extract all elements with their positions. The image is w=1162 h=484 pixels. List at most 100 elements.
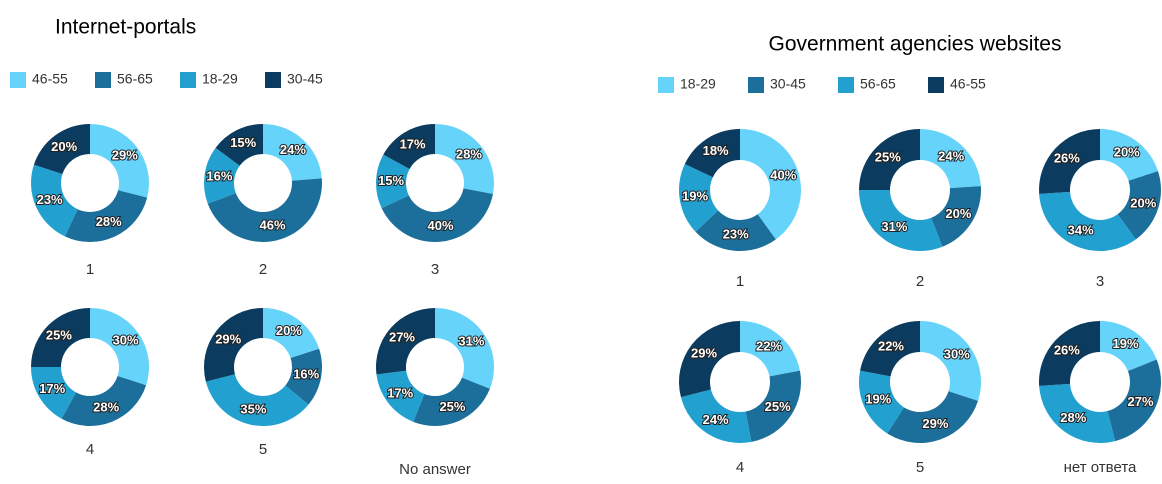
- donut-segment: [90, 124, 149, 198]
- data-label: 28%: [93, 399, 119, 414]
- data-label: 18%: [703, 143, 729, 158]
- chart-title: Government agencies websites: [769, 33, 1062, 56]
- data-label: 17%: [39, 381, 65, 396]
- legend-swatch: [95, 72, 111, 88]
- data-label: 28%: [96, 214, 122, 229]
- legend-swatch: [10, 72, 26, 88]
- data-label: 25%: [439, 399, 465, 414]
- data-label: 19%: [865, 392, 891, 407]
- donut-segment: [435, 308, 495, 389]
- data-label: 31%: [458, 334, 484, 349]
- donut-segment: [684, 129, 740, 178]
- pie-label: No answer: [399, 461, 471, 478]
- pie-label: 4: [736, 459, 744, 476]
- legend-swatch: [838, 77, 854, 93]
- data-label: 23%: [37, 192, 63, 207]
- data-label: 29%: [691, 346, 717, 361]
- donut-segment: [1039, 321, 1100, 386]
- donut-segment: [679, 164, 719, 232]
- data-label: 35%: [240, 401, 266, 416]
- donut-segment: [33, 124, 90, 175]
- data-label: 22%: [756, 338, 782, 353]
- data-label: 28%: [456, 146, 482, 161]
- donut-segment: [1039, 129, 1100, 194]
- data-label: 15%: [230, 135, 256, 150]
- legend-swatch: [658, 77, 674, 93]
- donut-segment: [207, 178, 322, 243]
- donut-segment: [931, 186, 981, 247]
- data-label: 19%: [682, 189, 708, 204]
- legend-label: 46-55: [32, 71, 68, 87]
- data-label: 28%: [1060, 410, 1086, 425]
- data-label: 24%: [280, 142, 306, 157]
- legend-label: 56-65: [117, 71, 153, 87]
- data-label: 20%: [51, 139, 77, 154]
- donut-segment: [376, 308, 435, 375]
- data-label: 29%: [215, 331, 241, 346]
- legend-swatch: [180, 72, 196, 88]
- donut-segment: [860, 321, 920, 377]
- donut-segment: [30, 367, 77, 419]
- data-label: 17%: [387, 385, 413, 400]
- donut-segment: [61, 375, 147, 426]
- donut-segment: [1039, 191, 1136, 251]
- legend-label: 18-29: [680, 76, 716, 92]
- data-label: 29%: [922, 416, 948, 431]
- donut-segment: [859, 370, 904, 434]
- donut-segment: [64, 190, 148, 242]
- pie-label: 1: [86, 261, 94, 278]
- data-label: 15%: [378, 173, 404, 188]
- data-label: 20%: [945, 206, 971, 221]
- donut-segment: [31, 308, 90, 367]
- donut-segment: [679, 321, 740, 398]
- donut-segment: [413, 377, 490, 426]
- data-label: 24%: [938, 148, 964, 163]
- legend-label: 30-45: [770, 76, 806, 92]
- donut-segment: [680, 389, 752, 443]
- pie-label: 5: [259, 441, 267, 458]
- data-label: 34%: [1068, 223, 1094, 238]
- legend-swatch: [928, 77, 944, 93]
- donut-segment: [1117, 171, 1161, 240]
- legend-label: 30-45: [287, 71, 323, 87]
- pie-label: 3: [1096, 273, 1104, 290]
- pie-label: 4: [86, 441, 94, 458]
- data-label: 29%: [112, 147, 138, 162]
- donut-segment: [381, 188, 493, 242]
- donut-segment: [204, 308, 263, 382]
- data-label: 30%: [944, 347, 970, 362]
- pie-label: 1: [736, 273, 744, 290]
- donut-segment: [859, 190, 943, 251]
- data-label: 40%: [770, 167, 796, 182]
- donut-segment: [740, 129, 801, 240]
- data-label: 24%: [703, 412, 729, 427]
- donut-segment: [263, 308, 320, 359]
- data-label: 40%: [427, 218, 453, 233]
- donut-segment: [263, 124, 322, 181]
- legend-swatch: [748, 77, 764, 93]
- donut-segment: [887, 391, 979, 444]
- data-label: 26%: [1054, 342, 1080, 357]
- donut-segment: [204, 147, 240, 204]
- donut-segment: [695, 210, 776, 252]
- donut-segment: [285, 348, 322, 405]
- legend-swatch: [265, 72, 281, 88]
- donut-segment: [215, 123, 263, 166]
- donut-segment: [1100, 129, 1159, 181]
- data-label: 22%: [878, 338, 904, 353]
- donut-segment: [920, 129, 981, 189]
- pie-label: 2: [259, 261, 267, 278]
- data-label: 23%: [723, 227, 749, 242]
- legend-label: 46-55: [950, 76, 986, 92]
- donut-segment: [859, 129, 920, 190]
- data-label: 25%: [765, 399, 791, 414]
- donut-segment: [1100, 321, 1157, 371]
- data-label: 31%: [881, 219, 907, 234]
- donut-segment: [920, 321, 982, 401]
- donut-segment: [30, 164, 78, 237]
- donut-segment: [383, 124, 435, 170]
- data-label: 17%: [400, 137, 426, 152]
- donut-segment: [745, 370, 801, 442]
- donut-segment: [1039, 383, 1116, 444]
